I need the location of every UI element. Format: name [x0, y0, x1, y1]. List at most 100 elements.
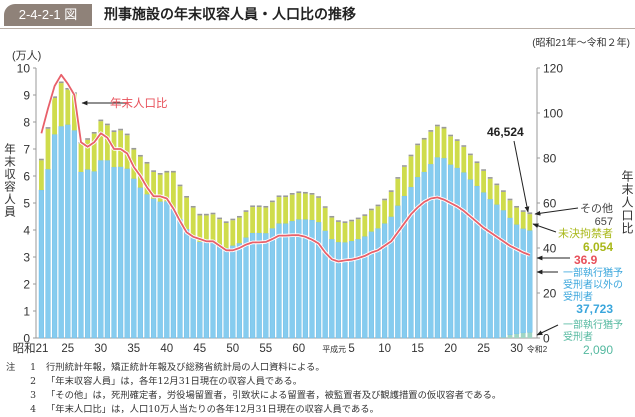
bar-sentenced: [283, 223, 289, 339]
x-tick-label: 60: [292, 343, 305, 355]
bar-unsentenced: [230, 220, 236, 246]
bar-unsentenced: [494, 185, 500, 205]
bar-sentenced: [415, 176, 421, 339]
bar-unsentenced: [157, 174, 163, 202]
bar-sentenced: [428, 163, 434, 339]
x-tick-label: 昭和21: [13, 342, 49, 355]
footnote: 注 1 行刑統計年報，矯正統計年報及び総務省統計局の人口資料による。: [6, 361, 501, 375]
x-tick-label: 20: [444, 343, 457, 355]
bar-sentenced: [421, 171, 427, 339]
bar-unsentenced: [342, 222, 348, 243]
left-tick-label: 3: [23, 251, 30, 265]
bar-other: [441, 126, 447, 129]
bar-other: [527, 212, 533, 215]
bar-unsentenced: [428, 131, 434, 165]
partial-label-2: 受刑者: [563, 330, 593, 343]
bar-sentenced: [474, 185, 480, 339]
bar-other: [118, 128, 123, 131]
bar-other: [296, 191, 302, 194]
bar-other: [151, 170, 156, 172]
bar-sentenced: [520, 228, 526, 334]
bar-unsentenced: [263, 207, 269, 234]
bar-sentenced: [144, 194, 150, 339]
bar-unsentenced: [85, 139, 90, 170]
bar-sentenced: [355, 238, 361, 339]
bar-sentenced: [150, 198, 157, 339]
bar-sentenced: [388, 216, 394, 339]
bar-sentenced: [45, 169, 51, 339]
left-tick-label: 4: [23, 224, 30, 238]
bar-sentenced: [362, 236, 368, 339]
other-value: 657: [595, 216, 613, 228]
bar-unsentenced: [190, 207, 196, 237]
bar-sentenced: [157, 201, 163, 339]
x-tick-label: 50: [226, 343, 239, 355]
footnote-number: 1: [30, 362, 36, 373]
bar-unsentenced: [58, 83, 64, 127]
bar-unsentenced: [237, 217, 242, 244]
bar-other: [322, 206, 328, 208]
bar-sentenced: [249, 232, 256, 339]
bar-unsentenced: [72, 93, 77, 131]
bar-other: [39, 158, 44, 161]
bar-sentenced: [342, 242, 348, 339]
line-label: 年末人口比: [110, 96, 168, 110]
bar-unsentenced: [105, 125, 110, 161]
bar-unsentenced: [91, 133, 97, 172]
bar-sentenced: [210, 240, 216, 339]
bar-sentenced: [269, 228, 276, 339]
bar-other: [263, 205, 269, 208]
bar-sentenced: [117, 166, 124, 339]
bar-other: [270, 200, 275, 203]
bar-sentenced: [190, 236, 196, 339]
sentenced-label-1: 一部執行猶予: [563, 266, 623, 279]
bar-other: [520, 210, 526, 212]
bar-other: [309, 193, 315, 195]
bar-other: [217, 217, 222, 220]
bar-sentenced: [65, 124, 71, 339]
bar-other: [184, 195, 189, 198]
bar-other: [210, 212, 216, 215]
bar-sentenced: [256, 232, 262, 339]
left-tick-label: 5: [23, 197, 30, 211]
right-tick-label: 60: [543, 197, 557, 211]
bar-unsentenced: [144, 163, 150, 195]
bar-other: [52, 96, 57, 98]
bar-other: [237, 215, 242, 218]
bar-unsentenced: [164, 172, 170, 202]
bar-sentenced: [467, 179, 474, 339]
bar-other: [111, 130, 117, 132]
bar-other: [243, 210, 249, 212]
bar-unsentenced: [507, 200, 513, 218]
x-tick-label: 45: [193, 343, 206, 355]
bar-unsentenced: [375, 206, 381, 229]
bar-partial-suspended: [520, 332, 526, 338]
bar-sentenced: [507, 217, 513, 335]
bar-unsentenced: [474, 163, 480, 186]
unsentenced-value: 6,054: [583, 240, 613, 254]
bar-sentenced: [236, 243, 243, 339]
bar-sentenced: [368, 231, 375, 339]
bar-other: [395, 177, 401, 179]
bar-sentenced: [216, 244, 223, 339]
bar-sentenced: [441, 157, 447, 339]
footnote-text: 行刑統計年報，矯正統計年報及び総務省統計局の人口資料による。: [46, 362, 325, 373]
bar-sentenced: [91, 171, 97, 339]
bar-other: [435, 124, 440, 127]
left-tick-label: 9: [23, 89, 30, 103]
bar-unsentenced: [45, 128, 51, 170]
bar-unsentenced: [408, 156, 414, 188]
bar-sentenced: [52, 134, 58, 339]
bar-other: [250, 205, 255, 208]
x-tick-label: 令和2: [527, 344, 548, 354]
footnote: 2 「年末収容人員」は，各年12月31日現在の収容人員である。: [6, 375, 501, 389]
bar-unsentenced: [362, 215, 368, 237]
bar-other: [58, 81, 64, 84]
bar-other: [388, 190, 394, 192]
bar-other: [474, 161, 480, 164]
rate-line-group: [39, 73, 531, 264]
bar-sentenced: [223, 247, 229, 339]
bar-sentenced: [494, 204, 500, 339]
bar-sentenced: [461, 172, 467, 339]
